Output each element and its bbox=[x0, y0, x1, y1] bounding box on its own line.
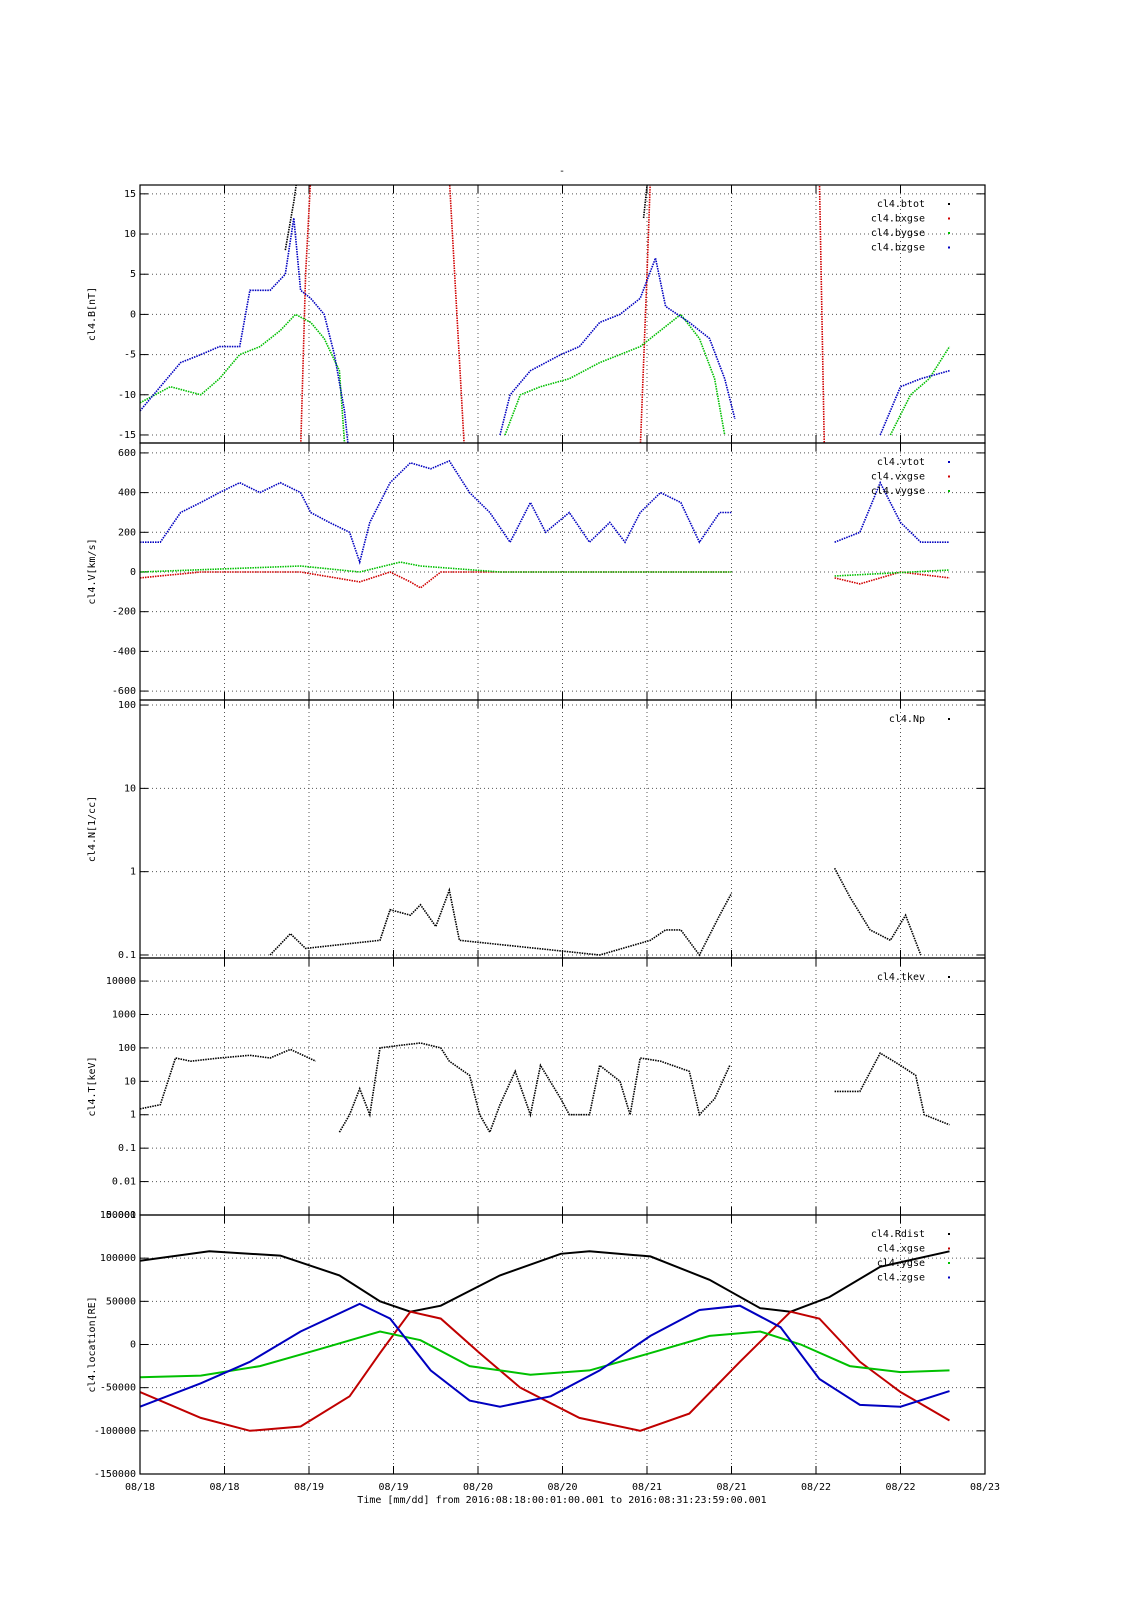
y-tick-label: 0 bbox=[130, 309, 136, 320]
data-line bbox=[140, 571, 950, 589]
y-tick-label: 10 bbox=[124, 229, 136, 240]
legend-swatch bbox=[948, 1247, 950, 1250]
legend-label: cl4.tkev bbox=[877, 972, 925, 983]
title: - bbox=[559, 166, 565, 177]
legend-label: cl4.vygse bbox=[871, 486, 925, 497]
x-tick-label: 08/21 bbox=[716, 1482, 746, 1493]
legend-label: cl4.xgse bbox=[877, 1244, 925, 1255]
y-tick-label: 1 bbox=[130, 1110, 136, 1121]
x-tick-label: 08/20 bbox=[547, 1482, 577, 1493]
y-tick-label: -5 bbox=[124, 350, 136, 361]
y-tick-label: 0.01 bbox=[112, 1177, 136, 1188]
x-tick-label: 08/18 bbox=[209, 1482, 239, 1493]
y-tick-label: 0.1 bbox=[118, 1143, 136, 1154]
y-tick-label: 50000 bbox=[106, 1296, 136, 1307]
x-tick-label: 08/21 bbox=[632, 1482, 662, 1493]
legend-label: cl4.bzgse bbox=[871, 243, 925, 254]
y-tick-label: 0.001 bbox=[106, 1210, 136, 1221]
legend-label: cl4.bxgse bbox=[871, 214, 925, 225]
y-axis-label: cl4.N[1/cc] bbox=[87, 796, 98, 862]
legend-swatch bbox=[948, 475, 950, 478]
legend-swatch bbox=[948, 217, 950, 220]
y-tick-label: 5 bbox=[130, 269, 136, 280]
legend-swatch bbox=[948, 1262, 950, 1264]
x-tick-label: 08/22 bbox=[801, 1482, 831, 1493]
y-axis-label: cl4.B[nT] bbox=[87, 287, 98, 341]
y-tick-label: 15 bbox=[124, 189, 136, 200]
legend-swatch bbox=[948, 490, 950, 492]
y-axis-label: cl4.T[keV] bbox=[87, 1056, 98, 1116]
legend-swatch bbox=[948, 461, 950, 463]
x-tick-label: 08/23 bbox=[970, 1482, 1000, 1493]
data-line bbox=[300, 185, 826, 443]
legend-label: cl4.Np bbox=[889, 714, 925, 725]
data-line bbox=[140, 1310, 951, 1432]
legend-swatch bbox=[948, 718, 950, 720]
legend-swatch bbox=[948, 976, 950, 978]
y-tick-label: -100000 bbox=[94, 1426, 136, 1437]
y-axis-label: cl4.V[km/s] bbox=[87, 538, 98, 604]
y-tick-label: 0 bbox=[130, 567, 136, 578]
y-tick-label: 200 bbox=[118, 527, 136, 538]
legend-label: cl4.btot bbox=[877, 199, 925, 210]
legend-swatch bbox=[948, 246, 950, 249]
y-tick-label: -400 bbox=[112, 646, 136, 657]
y-tick-label: -10 bbox=[118, 390, 136, 401]
x-tick-label: 08/19 bbox=[378, 1482, 408, 1493]
data-line bbox=[140, 1250, 950, 1313]
y-tick-label: 100000 bbox=[100, 1253, 136, 1264]
legend-swatch bbox=[948, 203, 950, 205]
data-line bbox=[140, 459, 950, 565]
legend-label: cl4.zgse bbox=[877, 1273, 925, 1284]
data-line bbox=[140, 561, 950, 577]
y-tick-label: 10 bbox=[124, 1076, 136, 1087]
data-line bbox=[140, 1330, 950, 1379]
y-tick-label: 1 bbox=[130, 867, 136, 878]
data-line bbox=[140, 1302, 950, 1408]
legend-label: cl4.vtot bbox=[877, 457, 925, 468]
x-tick-label: 08/22 bbox=[885, 1482, 915, 1493]
y-tick-label: 10000 bbox=[106, 976, 136, 987]
data-line bbox=[140, 217, 950, 443]
y-tick-label: 150000 bbox=[100, 1210, 136, 1221]
data-line bbox=[140, 313, 951, 443]
data-line bbox=[140, 1042, 950, 1135]
legend-swatch bbox=[948, 1276, 950, 1279]
y-tick-label: -15 bbox=[118, 430, 136, 441]
data-line bbox=[284, 185, 648, 251]
y-tick-label: 100 bbox=[118, 700, 136, 711]
y-tick-label: 10 bbox=[124, 783, 136, 794]
x-tick-label: 08/19 bbox=[294, 1482, 324, 1493]
y-tick-label: 1000 bbox=[112, 1009, 136, 1020]
y-tick-label: -200 bbox=[112, 607, 136, 618]
data-line bbox=[269, 867, 922, 957]
plot-frame bbox=[139, 1214, 986, 1475]
y-axis-label: cl4.location[RE] bbox=[87, 1296, 98, 1392]
x-tick-label: 08/18 bbox=[125, 1482, 155, 1493]
x-tick-label: 08/20 bbox=[463, 1482, 493, 1493]
y-tick-label: 0.1 bbox=[118, 950, 136, 961]
y-tick-label: -50000 bbox=[100, 1383, 136, 1394]
y-tick-label: -600 bbox=[112, 686, 136, 697]
legend-swatch bbox=[948, 232, 950, 234]
legend-label: cl4.vxgse bbox=[871, 472, 925, 483]
legend-swatch bbox=[948, 1233, 950, 1235]
y-tick-label: 600 bbox=[118, 448, 136, 459]
x-axis-label: Time [mm/dd] from 2016:08:18:00:01:00.00… bbox=[357, 1495, 766, 1506]
legend-label: cl4.Rdist bbox=[871, 1229, 925, 1240]
y-tick-label: 0 bbox=[130, 1340, 136, 1351]
legend-label: cl4.bygse bbox=[871, 228, 925, 239]
y-tick-label: 100 bbox=[118, 1043, 136, 1054]
y-tick-label: 400 bbox=[118, 488, 136, 499]
legend-label: cl4.ygse bbox=[877, 1258, 925, 1269]
y-tick-label: -150000 bbox=[94, 1469, 136, 1480]
